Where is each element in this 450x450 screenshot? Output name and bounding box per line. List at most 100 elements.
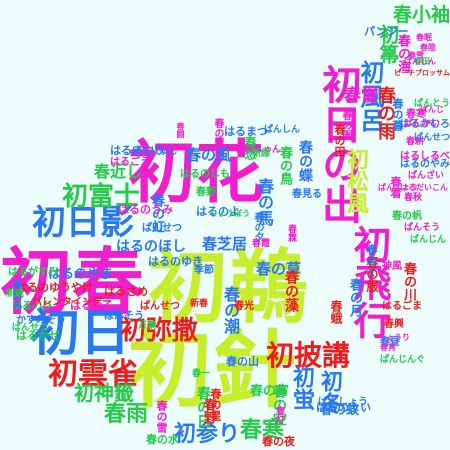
word-pansetsu4: ぱんせつ: [413, 133, 450, 143]
word-pantou: ぱんとう: [413, 99, 450, 109]
word-harunohi-k: はるのひ: [12, 301, 52, 312]
word-harunoyuki: 春の雪: [155, 400, 168, 433]
word-shunkan: 春寒: [406, 109, 426, 120]
word-valentine: バレンタインデー: [32, 297, 112, 308]
word-harunoyoi: 春の宵: [250, 384, 290, 399]
word-harunoyo: はるのよ: [196, 205, 240, 218]
word-harunokoto: 春の琴: [212, 118, 223, 148]
word-harukosode: 春小袖: [392, 4, 450, 26]
word-shunrin: 春霖: [286, 224, 296, 242]
word-harunoniji: 春の虹: [149, 194, 164, 233]
word-harunoyama: 春の山: [226, 355, 259, 368]
word-haruno-ta: 春の田: [333, 124, 346, 157]
word-harushirube: はるしるべ: [400, 151, 450, 162]
word-harumeku: 春めく: [365, 244, 378, 277]
word-harunoka: 春の蚊: [320, 403, 360, 418]
word-manyo: 万葉: [138, 321, 157, 331]
word-hatsuhiko: 初飛行: [347, 225, 391, 339]
word-shunmin: 春眠: [416, 33, 432, 42]
word-harunotsuki: 春の月: [347, 278, 362, 317]
word-harudaikon: はるだいこん: [400, 183, 448, 192]
word-haruno-ho: 春の帆: [392, 211, 422, 222]
word-shunshu2: 春秋: [404, 193, 423, 203]
word-haruchikashi: 春近し: [94, 162, 143, 181]
word-harunokaze: 春の風: [186, 146, 232, 164]
word-pansyon: ぱんしゅん: [236, 145, 282, 155]
word-hatsuhana: 初花: [128, 134, 265, 213]
word-hatsuhi: 初日: [30, 304, 130, 362]
word-pansetsu3: ぱんせつ: [140, 301, 180, 312]
word-harumatsuri: はるまつり: [110, 144, 165, 157]
word-harunokure: 春の暮: [391, 98, 404, 131]
word-harukasumi: 春霞: [252, 239, 271, 249]
word-pansetsu: ぱんせつ: [142, 223, 182, 234]
word-hatsufuyu: 初冬: [317, 370, 342, 414]
word-panjin2: ぱんじんぐ: [380, 355, 426, 365]
word-harunoyuuyake: はるのゆうやけ: [16, 281, 93, 294]
word-shunsetsu: 春雪: [408, 51, 424, 60]
word-shunko: 春耕: [406, 137, 425, 147]
word-hatsuhikage: 初日影: [32, 203, 134, 243]
word-harunosora: 春の空: [271, 384, 287, 426]
word-panji: ぱんじ: [420, 105, 444, 114]
word-shunsho: 春宵: [380, 343, 396, 352]
word-harugasumi: はるがすみ: [8, 267, 58, 278]
word-harunoyama-k: はるのやま: [48, 267, 114, 282]
word-harunofuku: 春の服: [365, 256, 379, 292]
word-harunoshio: 春の潮: [221, 286, 240, 334]
word-hatsuhibari: 初雲雀: [48, 357, 138, 392]
word-shuno: 春野: [196, 187, 216, 198]
word-harushibai: 春芝居: [202, 235, 248, 253]
word-shunden: 春田: [414, 57, 430, 66]
word-harunomo: 春の藻: [283, 270, 299, 312]
word-ryoubou: りょうぼう: [210, 209, 250, 218]
word-harumatsu: はるまつ: [224, 125, 268, 138]
word-hatsuharu: 初春: [0, 240, 145, 324]
word-hatsugarasu: 初鵜: [148, 241, 308, 334]
word-haruyasumi: 春休み: [10, 280, 21, 310]
word-harunokawa: 春の川: [401, 262, 416, 301]
word-hatsuso: 初箒: [376, 24, 400, 64]
word-harukaze: はるかぜ: [16, 329, 60, 342]
word-panshin: ぱんしん: [264, 125, 301, 135]
word-harugoma: はるごま: [382, 301, 422, 312]
word-shuntou: 春灯: [274, 406, 284, 424]
word-harugoe: はるごえ: [110, 157, 150, 168]
word-panjou: ぱんじょう: [378, 183, 418, 192]
word-kisetsu: 季節: [194, 265, 214, 276]
word-hatsufuro: 初風呂: [356, 60, 384, 132]
word-harunoyoru: 春の夜: [262, 435, 295, 448]
word-panshin2: ぱんしん: [404, 57, 436, 66]
word-harunohoshi-k: はるのほし: [116, 239, 186, 255]
word-kasumisou: かすみそう: [16, 315, 66, 326]
word-hatsuhinode: 初日の出: [315, 64, 361, 224]
word-hatsukami: 初神籤: [74, 381, 134, 405]
word-harunosono: 春の園: [340, 110, 351, 140]
word-harunohi: 春の日: [195, 386, 211, 428]
word-shunkyo: 春興: [384, 319, 404, 330]
word-hatsuhotaru: 初蛍: [289, 366, 314, 410]
word-harunotori: 春の鳥: [277, 146, 292, 185]
word-ryouri: りょうり: [378, 333, 410, 342]
word-harunoumi: 春の海: [395, 34, 410, 73]
word-harusamu: 春寒: [240, 418, 285, 443]
word-hatsuhiraki: 初披講: [266, 339, 351, 372]
word-harunoumi-k: はるのうみ: [118, 203, 173, 216]
word-panzai: ぱんざい: [408, 171, 445, 181]
word-pansy: パンジー: [364, 25, 409, 38]
word-shunshu: 春愁: [243, 136, 257, 160]
word-shunin: 春陰: [420, 43, 436, 52]
word-harunoyuu: 春の夕: [252, 212, 263, 242]
word-haruga: 春蛾: [329, 300, 343, 324]
word-hatsumatsu: 初松風: [343, 148, 368, 214]
word-pansetsu2: ぱんせつ: [12, 323, 49, 333]
word-harusame-k: はるさめ: [104, 285, 148, 298]
word-hatsuhari: 初針: [128, 321, 297, 419]
word-harugi: 春着: [389, 176, 402, 198]
word-haruno: 春野: [201, 398, 216, 424]
word-pansou: ぱんそう: [104, 311, 144, 322]
word-harumeku-k: はるめく: [70, 299, 114, 312]
word-harunoshimo: はるのしも: [180, 169, 230, 180]
word-harunoyuki-k: はるのゆき: [148, 255, 203, 268]
